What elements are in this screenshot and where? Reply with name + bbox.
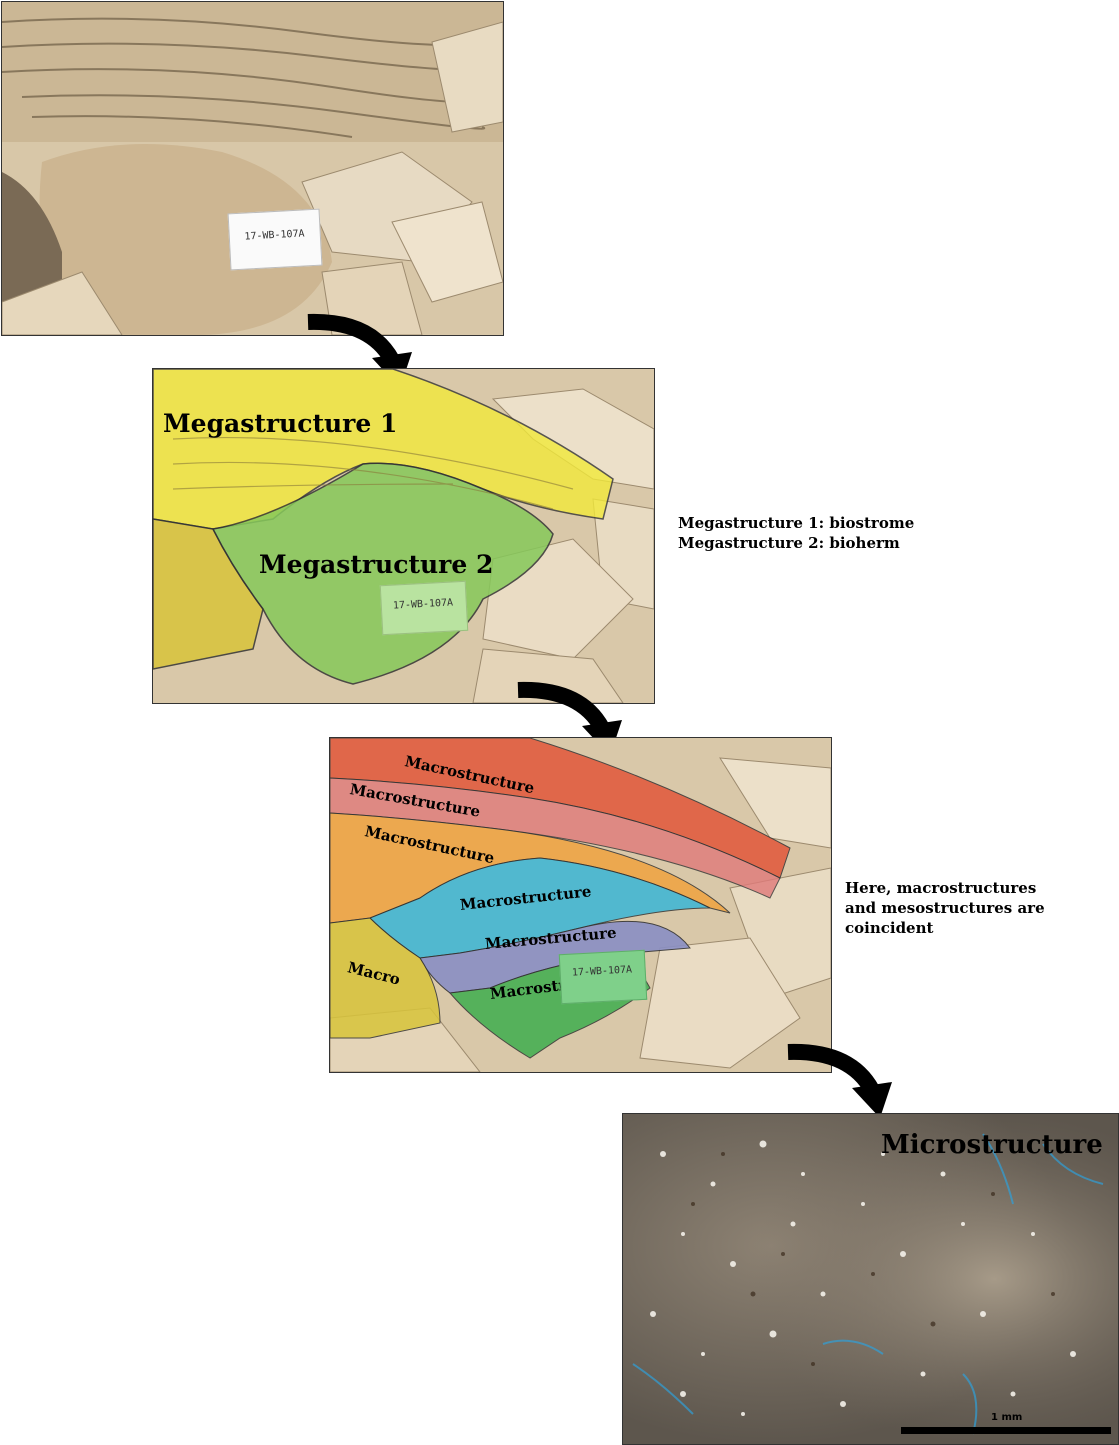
note-line-1: Megastructure 1: biostrome xyxy=(678,514,915,532)
macrostructure-illustration xyxy=(330,738,831,1072)
scale-bar xyxy=(901,1427,1111,1434)
megastructure-illustration xyxy=(153,369,654,703)
megastructure-note: Megastructure 1: biostrome Megastructure… xyxy=(678,513,914,553)
note-line-2: Megastructure 2: bioherm xyxy=(678,534,900,552)
megastructure-1-label: Megastructure 1 xyxy=(163,409,398,438)
note-line-1: Here, macrostructures xyxy=(845,879,1037,897)
megastructure-photo: Megastructure 1 Megastructure 2 17-WB-10… xyxy=(152,368,655,704)
arrow-3-icon xyxy=(787,1043,892,1118)
note-line-2: and mesostructures are xyxy=(845,899,1045,917)
macrostructure-note: Here, macrostructures and mesostructures… xyxy=(845,878,1045,938)
macrostructure-photo: Macrostructure Macrostructure Macrostruc… xyxy=(329,737,832,1073)
outcrop-photo: 17-WB-107A xyxy=(1,1,504,336)
note-line-3: coincident xyxy=(845,919,934,937)
thin-section-illustration xyxy=(623,1114,1118,1444)
scale-bar-label: 1 mm xyxy=(991,1412,1023,1423)
microstructure-title: Microstructure xyxy=(881,1130,1103,1160)
microstructure-thin-section: Microstructure 1 mm xyxy=(622,1113,1119,1445)
outcrop-illustration xyxy=(2,2,503,335)
megastructure-2-label: Megastructure 2 xyxy=(259,550,494,579)
